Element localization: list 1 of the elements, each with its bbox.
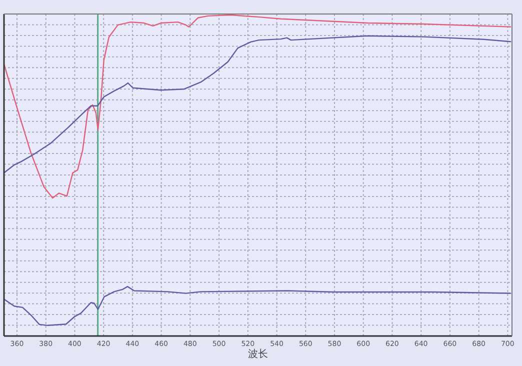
x-axis-title: 波长	[248, 348, 268, 360]
